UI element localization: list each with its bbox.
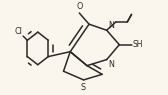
- Text: N: N: [108, 60, 114, 69]
- Text: SH: SH: [133, 40, 143, 49]
- Text: N: N: [108, 21, 114, 30]
- Text: Cl: Cl: [14, 27, 22, 36]
- Text: O: O: [76, 2, 82, 11]
- Text: S: S: [80, 83, 85, 92]
